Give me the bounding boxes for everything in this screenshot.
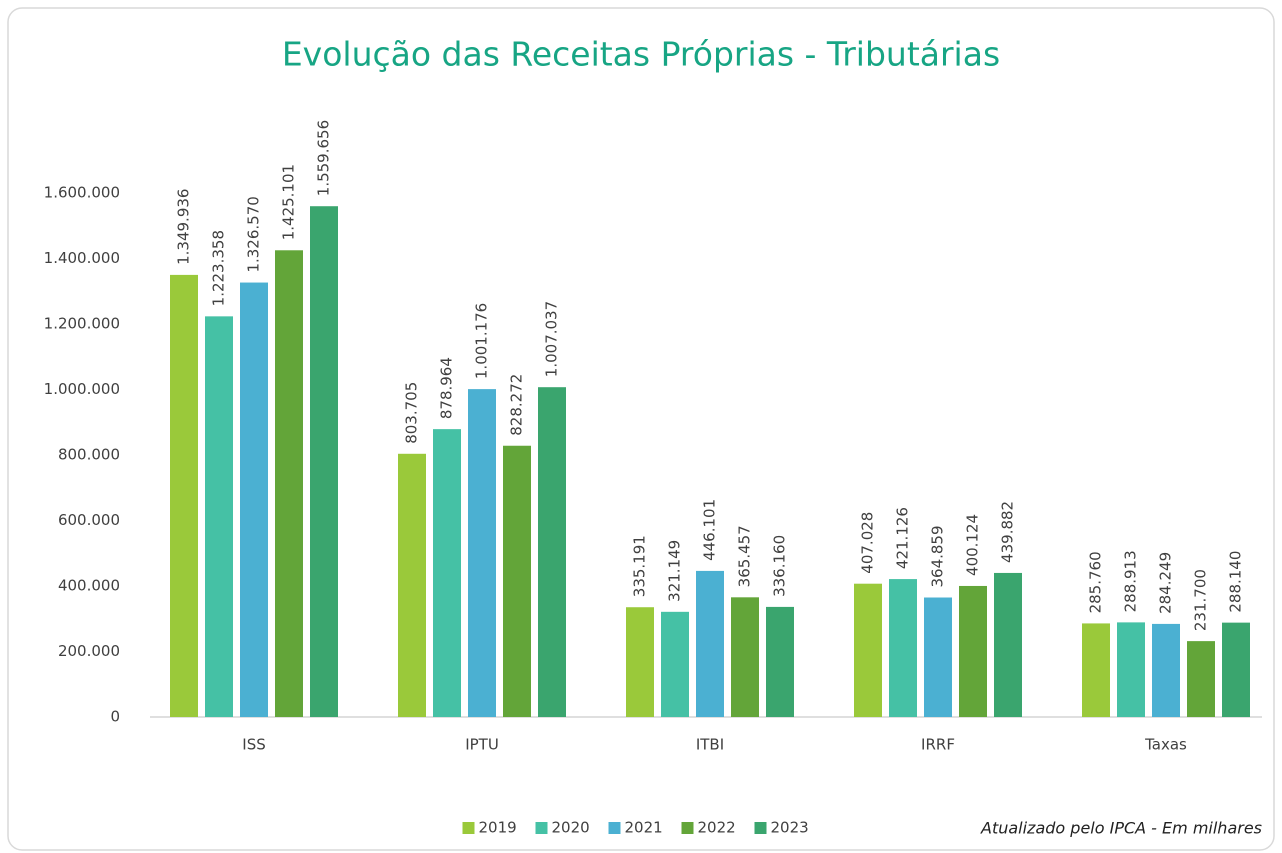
value-label: 335.191 [631, 535, 649, 597]
legend-swatch [608, 822, 621, 834]
value-label: 1.559.656 [315, 120, 333, 196]
value-label: 1.001.176 [473, 303, 491, 379]
bar [994, 572, 1022, 717]
value-label: 1.425.101 [280, 164, 298, 240]
legend-label: 2022 [698, 819, 736, 837]
legend-swatch [462, 822, 475, 834]
value-label: 231.700 [1192, 569, 1210, 631]
value-label: 828.272 [508, 374, 526, 436]
bar [468, 389, 496, 717]
value-label: 1.349.936 [175, 189, 193, 265]
x-tick-label: IRRF [921, 736, 955, 754]
bar [170, 274, 198, 717]
value-label: 365.457 [736, 525, 754, 587]
bar [1187, 641, 1215, 717]
y-tick-label: 1.200.000 [44, 315, 120, 333]
legend-label: 2021 [625, 819, 663, 837]
value-label: 364.859 [929, 525, 947, 587]
value-label: 288.913 [1122, 550, 1140, 612]
x-tick-label: IPTU [465, 736, 499, 754]
y-tick-label: 800.000 [58, 446, 120, 464]
legend-label: 2019 [479, 819, 517, 837]
bar [626, 607, 654, 717]
note: Atualizado pelo IPCA - Em milhares [980, 819, 1262, 838]
y-tick-label: 0 [110, 708, 120, 726]
y-tick-label: 1.000.000 [44, 380, 120, 398]
bar [310, 206, 338, 718]
legend-swatch [681, 822, 694, 834]
x-tick-label: Taxas [1144, 736, 1187, 754]
value-label: 288.140 [1227, 551, 1245, 613]
value-label: 1.007.037 [543, 301, 561, 377]
value-label: 439.882 [999, 501, 1017, 563]
value-label: 285.760 [1087, 551, 1105, 613]
value-label: 446.101 [701, 499, 719, 561]
value-label: 421.126 [894, 507, 912, 569]
y-tick-label: 1.400.000 [44, 249, 120, 267]
bar [731, 597, 759, 717]
bar [766, 606, 794, 717]
bar [503, 445, 531, 717]
value-label: 321.149 [666, 540, 684, 602]
legend-label: 2020 [552, 819, 590, 837]
value-label: 878.964 [438, 357, 456, 419]
bar [924, 597, 952, 717]
chart-title: Evolução das Receitas Próprias - Tributá… [282, 35, 1000, 74]
legend-label: 2023 [771, 819, 809, 837]
value-label: 1.223.358 [210, 230, 228, 306]
x-tick-label: ITBI [696, 736, 724, 754]
bar [1117, 622, 1145, 717]
value-label: 284.249 [1157, 552, 1175, 614]
bar [538, 387, 566, 717]
y-tick-label: 1.600.000 [44, 184, 120, 202]
legend-swatch [535, 822, 548, 834]
bar [1152, 623, 1180, 717]
bar [275, 250, 303, 717]
bar [433, 429, 461, 717]
bar [240, 282, 268, 717]
bar [398, 453, 426, 717]
value-label: 803.705 [403, 382, 421, 444]
bar [1222, 622, 1250, 717]
bar [661, 611, 689, 717]
bar [959, 585, 987, 717]
x-tick-label: ISS [242, 736, 265, 754]
bar [1082, 623, 1110, 717]
legend-swatch [754, 822, 767, 834]
y-tick-label: 400.000 [58, 577, 120, 595]
bar [889, 579, 917, 717]
bar [205, 316, 233, 717]
y-tick-label: 600.000 [58, 511, 120, 529]
value-label: 407.028 [859, 512, 877, 574]
y-tick-label: 200.000 [58, 642, 120, 660]
value-label: 336.160 [771, 535, 789, 597]
value-label: 1.326.570 [245, 196, 263, 272]
value-label: 400.124 [964, 514, 982, 576]
bar [854, 583, 882, 717]
bar [696, 570, 724, 717]
